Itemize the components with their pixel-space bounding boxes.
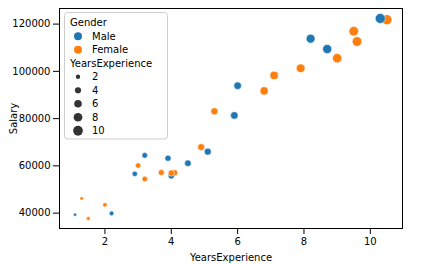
svg-text:40000: 40000 <box>19 207 51 218</box>
svg-text:100000: 100000 <box>12 66 50 77</box>
svg-text:YearsExperience: YearsExperience <box>189 252 272 263</box>
svg-text:6: 6 <box>234 236 240 247</box>
svg-text:2: 2 <box>92 71 98 82</box>
svg-text:Gender: Gender <box>70 17 108 28</box>
svg-text:120000: 120000 <box>12 18 50 29</box>
svg-text:6: 6 <box>92 98 98 109</box>
svg-text:60000: 60000 <box>19 160 51 171</box>
svg-text:2: 2 <box>102 236 108 247</box>
svg-text:4: 4 <box>168 236 174 247</box>
svg-text:8: 8 <box>301 236 307 247</box>
svg-text:4: 4 <box>92 85 98 96</box>
svg-text:10: 10 <box>92 125 105 136</box>
svg-text:80000: 80000 <box>19 113 51 124</box>
svg-text:Female: Female <box>92 44 128 55</box>
svg-text:8: 8 <box>92 112 98 123</box>
svg-text:Salary: Salary <box>8 103 19 134</box>
svg-text:10: 10 <box>364 236 377 247</box>
svg-text:Male: Male <box>92 31 116 42</box>
svg-text:YearsExperience: YearsExperience <box>69 58 152 69</box>
